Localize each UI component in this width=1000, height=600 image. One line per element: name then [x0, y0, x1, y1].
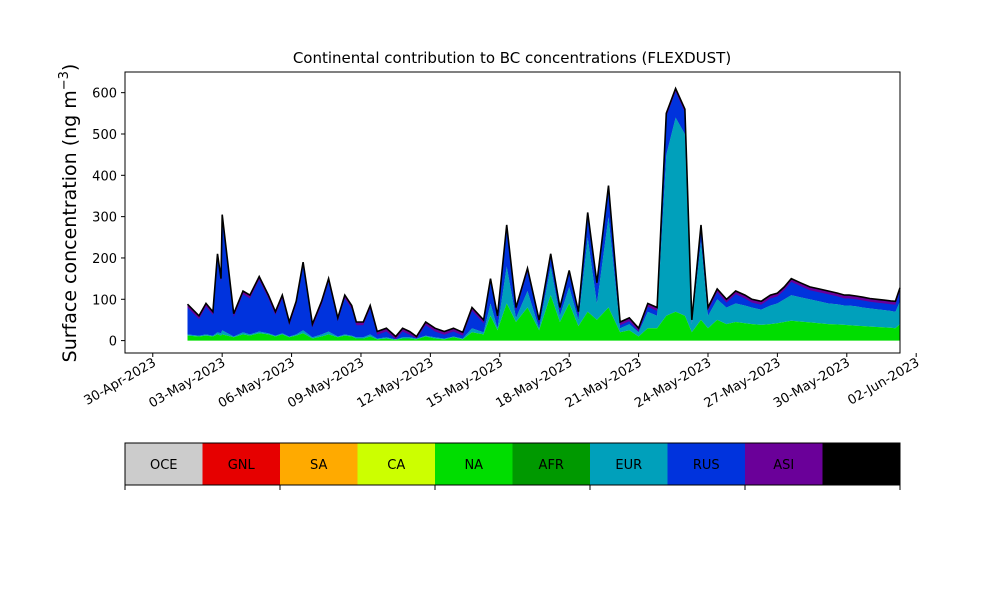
y-axis: 0 100 200 300 400 500 600	[92, 87, 125, 350]
x-tick-label: 18-May-2023	[493, 355, 575, 411]
chart-title: Continental contribution to BC concentra…	[293, 49, 731, 67]
legend-label-CA: CA	[387, 458, 405, 473]
plot-frame	[124, 71, 901, 354]
legend-label-OCE: OCE	[150, 458, 178, 473]
legend-label-EUR: EUR	[615, 458, 642, 473]
x-tick-label: 02-Jun-2023	[845, 355, 922, 408]
x-tick-label: 15-May-2023	[424, 355, 506, 411]
legend-swatch-GNL	[202, 443, 281, 485]
y-tick-label: 200	[92, 252, 117, 267]
x-tick-label: 03-May-2023	[146, 355, 228, 411]
y-axis-label-close: )	[59, 64, 81, 71]
y-tick-label: 300	[92, 211, 117, 226]
y-axis-label-sup: −3	[57, 71, 72, 90]
legend-swatch-CA	[357, 443, 436, 485]
x-tick-label: 06-May-2023	[216, 355, 298, 411]
legend-swatch-RUS	[667, 443, 746, 485]
y-tick-label: 500	[92, 128, 117, 143]
legend-label-RUS: RUS	[693, 458, 720, 473]
legend-label-AFR: AFR	[539, 458, 564, 473]
total-concentration-line	[186, 86, 901, 338]
legend-swatch-EUR	[590, 443, 668, 485]
legend-swatch-ASI	[745, 443, 823, 485]
series-EUR-area	[187, 117, 900, 340]
legend-label-AUS: AUS	[848, 458, 875, 473]
y-axis-label-main: Surface concentration (ng m	[59, 90, 81, 362]
series-RUS-area	[187, 91, 900, 340]
y-tick-label: 400	[92, 169, 117, 184]
y-axis-label: Surface concentration (ng m−3)	[57, 64, 81, 363]
x-axis: 30-Apr-202303-May-202306-May-202309-May-…	[82, 353, 922, 411]
legend-label-SA: SA	[310, 458, 327, 473]
series-NA-area	[187, 295, 900, 341]
x-tick-label: 24-May-2023	[632, 355, 714, 411]
legend-colorbar: OCE GNL SA CA NA AFR EUR RUS ASI AUS	[124, 442, 901, 490]
legend-swatch-OCE	[125, 443, 203, 485]
x-tick-label: 27-May-2023	[702, 355, 784, 411]
y-tick-label: 100	[92, 293, 117, 308]
legend-swatch-NA	[435, 443, 513, 485]
y-tick-label: 0	[109, 335, 117, 350]
legend-swatch-AFR	[512, 443, 591, 485]
legend-label-ASI: ASI	[773, 458, 794, 473]
y-tick-label: 600	[92, 87, 117, 102]
legend-swatch-AUS	[822, 443, 901, 485]
x-tick-label: 21-May-2023	[563, 355, 645, 411]
legend-label-NA: NA	[464, 458, 483, 473]
x-tick-label: 12-May-2023	[355, 355, 437, 411]
legend-frame	[124, 442, 901, 486]
plot-area	[186, 86, 901, 341]
x-tick-label: 30-May-2023	[771, 355, 853, 411]
x-tick-label: 09-May-2023	[285, 355, 367, 411]
legend-swatch-SA	[280, 443, 358, 485]
legend-label-GNL: GNL	[228, 458, 256, 473]
